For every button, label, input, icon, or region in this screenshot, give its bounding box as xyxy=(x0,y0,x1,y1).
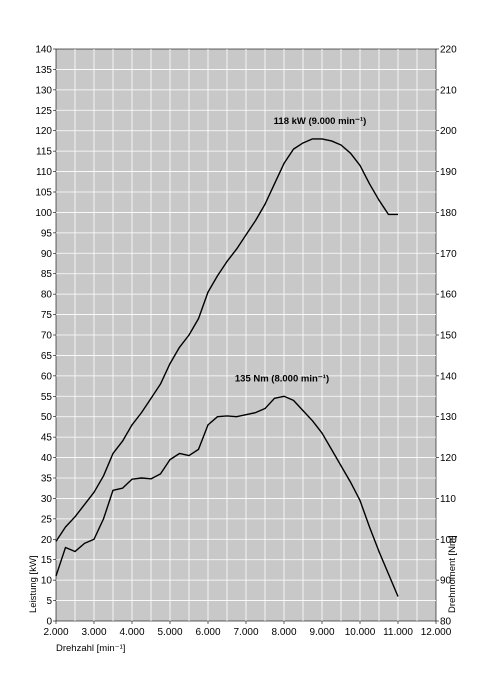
y-axis-label-right: Drehmoment [Nm] xyxy=(447,535,458,613)
tick-label-x: 5.000 xyxy=(157,627,182,638)
tick-label-right: 130 xyxy=(440,412,457,423)
right-y-axis: 80 90 100 110 120 130 140 150 160 170 180 190 200 210… xyxy=(436,45,457,628)
tick-label-left: 20 xyxy=(41,535,53,546)
tick-label-left: 90 xyxy=(41,249,53,260)
tick-label-left: 55 xyxy=(41,392,53,403)
tick-label-x: 6.000 xyxy=(195,627,220,638)
tick-label-left: 120 xyxy=(35,126,52,137)
y-axis-label-left: Leistung [kW] xyxy=(28,555,39,613)
tick-label-right: 210 xyxy=(440,85,457,96)
tick-label-left: 10 xyxy=(41,576,53,587)
series-group xyxy=(55,138,399,597)
tick-label-right: 90 xyxy=(440,576,452,587)
grid xyxy=(56,49,436,621)
tick-label-right: 120 xyxy=(440,453,457,464)
tick-label-x: 9.000 xyxy=(309,627,334,638)
tick-label-right: 140 xyxy=(440,371,457,382)
tick-label-left: 25 xyxy=(41,514,53,525)
power-line xyxy=(55,138,398,542)
left-y-axis: 0 5 10 15 20 25 30 35 40 45 50 55 60 65 70 75 80 85 90 95 10… xyxy=(35,45,56,628)
tick-label-left: 50 xyxy=(41,412,53,423)
tick-label-right: 200 xyxy=(440,126,457,137)
tick-label-left: 130 xyxy=(35,85,52,96)
tick-label-right: 110 xyxy=(440,494,456,505)
annotation-label: 118 kW (9.000 min⁻¹) xyxy=(274,116,367,127)
tick-label-x: 7.000 xyxy=(233,627,258,638)
tick-label-left: 35 xyxy=(41,474,53,485)
tick-label-x: 2.000 xyxy=(43,627,68,638)
tick-label-left: 140 xyxy=(35,45,52,56)
tick-label-left: 65 xyxy=(41,351,53,362)
tick-label-x: 10.000 xyxy=(345,627,376,638)
tick-label-left: 115 xyxy=(36,147,52,158)
annotation-label: 135 Nm (8.000 min⁻¹) xyxy=(235,373,329,384)
tick-label-x: 12.000 xyxy=(421,627,452,638)
tick-label-left: 85 xyxy=(41,269,53,280)
tick-label-left: 110 xyxy=(36,167,52,178)
tick-label-left: 135 xyxy=(35,65,52,76)
tick-label-left: 75 xyxy=(41,310,53,321)
tick-label-x: 4.000 xyxy=(119,627,144,638)
x-axis: 2.000 3.000 4.000 5.000 6.000 7.000 8.000 9.000… xyxy=(43,621,452,638)
tick-label-right: 180 xyxy=(440,208,457,219)
tick-label-left: 30 xyxy=(41,494,53,505)
tick-label-left: 0 xyxy=(46,617,52,628)
tick-label-left: 105 xyxy=(35,188,52,199)
tick-label-left: 70 xyxy=(41,331,53,342)
tick-label-right: 170 xyxy=(440,249,457,260)
tick-label-left: 40 xyxy=(41,453,53,464)
tick-label-left: 15 xyxy=(41,555,53,566)
tick-label-left: 100 xyxy=(35,208,52,219)
tick-label-x: 3.000 xyxy=(81,627,106,638)
tick-label-right: 160 xyxy=(440,290,457,301)
tick-label-right: 150 xyxy=(440,331,457,342)
tick-label-right: 100 xyxy=(440,535,457,546)
tick-label-left: 80 xyxy=(41,290,53,301)
tick-label-left: 95 xyxy=(41,228,53,239)
torque-line xyxy=(55,395,399,597)
tick-label-right: 190 xyxy=(440,167,457,178)
tick-label-x: 8.000 xyxy=(271,627,296,638)
x-axis-label: Drehzahl [min⁻¹] xyxy=(56,643,125,654)
annotations: 118 kW (9.000 min⁻¹) 135 Nm (8.000 min⁻¹) xyxy=(235,116,366,384)
tick-label-left: 60 xyxy=(41,371,53,382)
tick-label-right: 80 xyxy=(440,617,452,628)
tick-label-left: 5 xyxy=(46,596,52,607)
tick-label-left: 125 xyxy=(35,106,52,117)
tick-label-x: 11.000 xyxy=(383,627,413,638)
tick-label-right: 220 xyxy=(440,45,457,56)
tick-label-left: 45 xyxy=(41,433,53,444)
